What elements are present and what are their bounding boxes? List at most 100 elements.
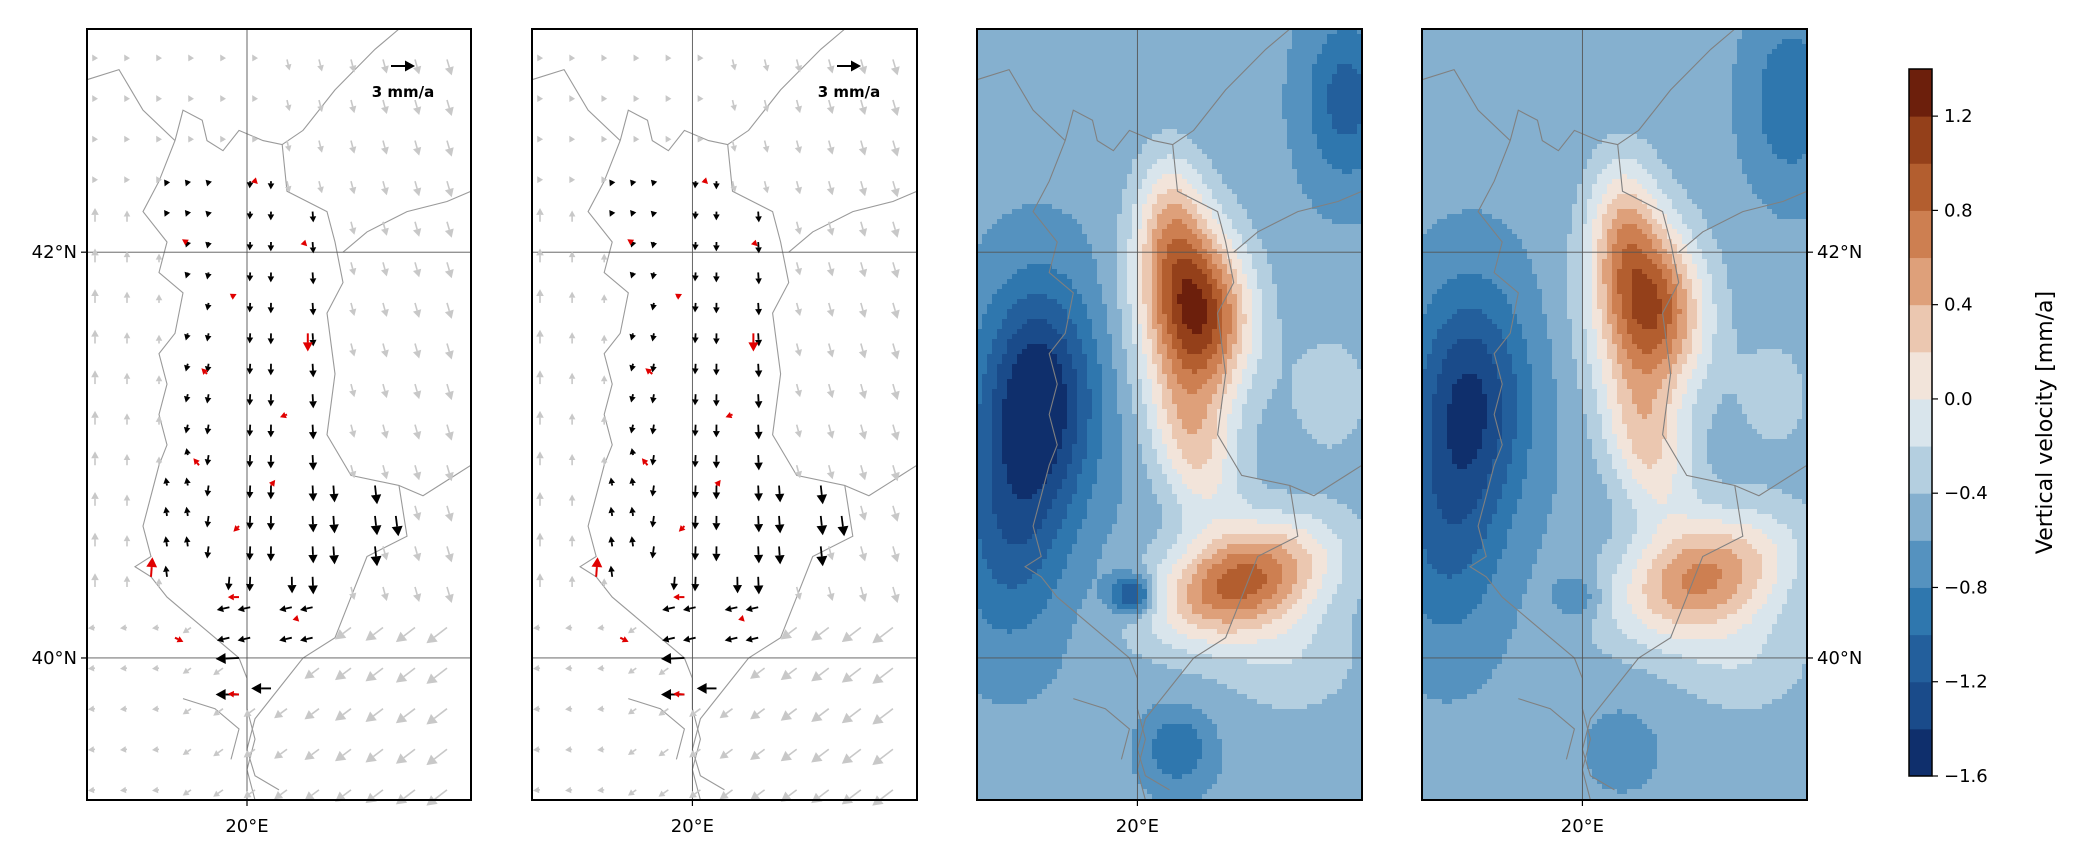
- contour-cell: [982, 789, 987, 794]
- contour-cell: [1012, 169, 1017, 174]
- contour-cell: [1007, 629, 1012, 634]
- contour-cell: [1077, 579, 1082, 584]
- contour-cell: [1047, 519, 1052, 524]
- contour-cell: [1017, 164, 1022, 169]
- contour-cell: [1032, 259, 1037, 264]
- contour-cell: [1072, 384, 1077, 389]
- contour-cell: [982, 134, 987, 139]
- contour-cell: [1017, 479, 1022, 484]
- contour-cell: [982, 529, 987, 534]
- contour-cell: [1077, 679, 1082, 684]
- contour-cell: [1077, 64, 1082, 69]
- contour-cell: [992, 509, 997, 514]
- contour-cell: [1062, 564, 1067, 569]
- contour-cell: [992, 744, 997, 749]
- contour-cell: [987, 494, 992, 499]
- contour-cell: [982, 194, 987, 199]
- contour-cell: [982, 234, 987, 239]
- contour-cell: [1037, 769, 1042, 774]
- contour-cell: [997, 64, 1002, 69]
- contour-cell: [1042, 69, 1047, 74]
- contour-cell: [1027, 114, 1032, 119]
- contour-cell: [1017, 774, 1022, 779]
- contour-cell: [997, 234, 1002, 239]
- contour-cell: [987, 169, 992, 174]
- contour-cell: [1002, 39, 1007, 44]
- contour-cell: [1077, 204, 1082, 209]
- contour-cell: [982, 504, 987, 509]
- contour-cell: [1082, 449, 1087, 454]
- contour-cell: [1002, 779, 1007, 784]
- contour-cell: [1012, 614, 1017, 619]
- contour-cell: [1072, 454, 1077, 459]
- contour-cell: [1012, 609, 1017, 614]
- contour-cell: [1077, 79, 1082, 84]
- contour-cell: [1017, 749, 1022, 754]
- contour-cell: [1012, 69, 1017, 74]
- contour-cell: [987, 269, 992, 274]
- contour-cell: [1007, 114, 1012, 119]
- contour-cell: [1007, 99, 1012, 104]
- contour-cell: [1077, 74, 1082, 79]
- contour-cell: [1002, 144, 1007, 149]
- contour-cell: [1062, 274, 1067, 279]
- contour-cell: [1032, 594, 1037, 599]
- contour-cell: [1082, 104, 1087, 109]
- contour-cell: [1012, 409, 1017, 414]
- contour-cell: [1012, 199, 1017, 204]
- contour-cell: [1042, 149, 1047, 154]
- contour-cell: [1032, 499, 1037, 504]
- contour-cell: [1052, 209, 1057, 214]
- contour-cell: [992, 784, 997, 789]
- contour-cell: [992, 649, 997, 654]
- contour-cell: [1027, 364, 1032, 369]
- contour-cell: [1057, 569, 1062, 574]
- contour-cell: [1057, 234, 1062, 239]
- contour-cell: [1057, 49, 1062, 54]
- contour-cell: [1007, 609, 1012, 614]
- contour-cell: [1047, 764, 1052, 769]
- contour-cell: [1057, 374, 1062, 379]
- contour-cell: [1052, 479, 1057, 484]
- contour-cell: [1027, 714, 1032, 719]
- contour-cell: [1032, 699, 1037, 704]
- contour-cell: [982, 514, 987, 519]
- contour-cell: [1072, 104, 1077, 109]
- contour-cell: [1082, 459, 1087, 464]
- contour-cell: [1012, 619, 1017, 624]
- contour-cell: [1042, 384, 1047, 389]
- contour-cell: [992, 409, 997, 414]
- contour-cell: [987, 299, 992, 304]
- contour-cell: [1037, 794, 1042, 799]
- contour-cell: [1062, 349, 1067, 354]
- contour-cell: [1042, 314, 1047, 319]
- contour-cell: [997, 74, 1002, 79]
- contour-cell: [1017, 564, 1022, 569]
- contour-cell: [1062, 149, 1067, 154]
- contour-cell: [1062, 89, 1067, 94]
- contour-cell: [982, 349, 987, 354]
- contour-cell: [1067, 474, 1072, 479]
- contour-cell: [982, 414, 987, 419]
- contour-cell: [1037, 94, 1042, 99]
- contour-cell: [1002, 534, 1007, 539]
- contour-cell: [1032, 294, 1037, 299]
- contour-cell: [1077, 619, 1082, 624]
- contour-cell: [987, 384, 992, 389]
- contour-cell: [1012, 624, 1017, 629]
- contour-cell: [1022, 354, 1027, 359]
- contour-cell: [1007, 744, 1012, 749]
- contour-cell: [1012, 394, 1017, 399]
- contour-cell: [1027, 249, 1032, 254]
- contour-cell: [1067, 769, 1072, 774]
- contour-cell: [1017, 609, 1022, 614]
- contour-cell: [997, 89, 1002, 94]
- contour-cell: [1032, 219, 1037, 224]
- contour-cell: [1042, 779, 1047, 784]
- contour-cell: [1052, 599, 1057, 604]
- contour-cell: [1037, 694, 1042, 699]
- contour-cell: [987, 559, 992, 564]
- contour-cell: [1042, 449, 1047, 454]
- contour-cell: [1012, 124, 1017, 129]
- contour-cell: [1062, 794, 1067, 799]
